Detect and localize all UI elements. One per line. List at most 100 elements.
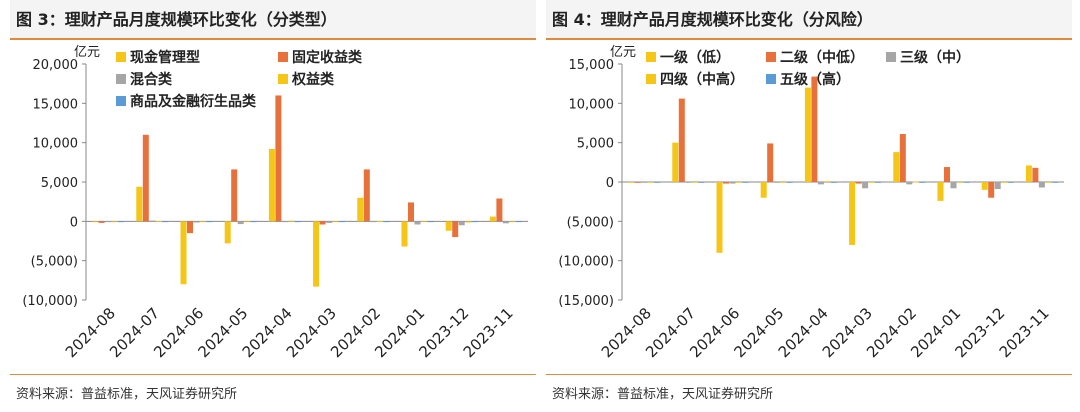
bar (1051, 182, 1058, 183)
bar (401, 221, 408, 247)
bar (868, 182, 875, 183)
y-tick-label: (15,000) (558, 294, 614, 309)
bar (98, 221, 105, 223)
legend-swatch (886, 52, 896, 62)
legend-label: 五级（高） (780, 71, 850, 88)
bar (200, 221, 206, 223)
legend-swatch (766, 52, 776, 62)
legend-label: 三级（中） (900, 49, 970, 66)
bar (471, 221, 478, 223)
bar (824, 181, 831, 183)
legend-swatch (766, 74, 776, 84)
y-tick-label: (10,000) (22, 294, 78, 309)
bar (981, 182, 988, 190)
y-unit-label: 亿元 (610, 45, 636, 60)
bar (937, 182, 944, 201)
bar (723, 182, 729, 184)
legend-label: 一级（低） (660, 49, 730, 66)
legend-swatch (116, 96, 126, 106)
bar (250, 221, 257, 223)
bar (634, 182, 641, 183)
bar (452, 221, 459, 238)
bar (893, 152, 900, 182)
bar-chart-by-type: 亿元 (10,000) (5,000) 0 5,000 10,000 15,000 20,00… (22, 45, 528, 361)
bar (685, 182, 692, 183)
bar (268, 148, 275, 222)
bar (414, 221, 421, 225)
bar (773, 182, 780, 183)
bar (427, 221, 434, 223)
bar (118, 221, 125, 223)
bar (994, 182, 1001, 190)
bar (515, 221, 522, 223)
bar (729, 182, 736, 184)
bar (906, 182, 913, 185)
bar (489, 216, 496, 222)
bar (817, 182, 824, 185)
bar (855, 182, 862, 184)
bar (111, 221, 118, 223)
bar (628, 182, 635, 183)
bar (149, 220, 156, 222)
bar (899, 134, 906, 182)
bar (760, 182, 767, 198)
bar (193, 221, 200, 223)
bar (465, 221, 472, 223)
bar-chart-by-risk: 亿元 (15,000) (10,000) (5,000) 0 5,000 10,000 15,… (558, 45, 1064, 361)
bar (187, 221, 193, 234)
legend-label: 四级（中高） (660, 71, 744, 88)
bar (1032, 167, 1039, 182)
y-tick-label: 15,000 (569, 58, 615, 73)
y-tick-label: 10,000 (33, 137, 79, 152)
bar (767, 143, 774, 182)
bar (180, 221, 187, 285)
legend-label: 权益类 (291, 71, 335, 88)
bar (509, 221, 516, 223)
bar (383, 221, 390, 223)
bar (421, 221, 427, 223)
bar (742, 182, 749, 183)
legend-swatch (278, 52, 288, 62)
bar (862, 182, 869, 189)
bar (332, 221, 339, 223)
bar (786, 182, 793, 183)
bar (875, 182, 882, 183)
bar (811, 76, 818, 182)
y-tick-label: 15,000 (33, 97, 79, 112)
bar (105, 221, 112, 223)
bar (155, 220, 162, 222)
bar (275, 95, 282, 222)
bar (736, 182, 742, 183)
chart-title: 图 3：理财产品月度规模环比变化（分类型） (10, 0, 536, 40)
y-tick-label: 20,000 (33, 58, 79, 73)
bar (445, 221, 452, 231)
source-note: 资料来源：普益标准，天风证券研究所 (10, 374, 536, 402)
bar (162, 221, 169, 223)
y-tick-label: 5,000 (577, 137, 614, 152)
bar (957, 182, 963, 183)
bar (804, 87, 811, 182)
chart-panel-type: 图 3：理财产品月度规模环比变化（分类型） 亿元 (10,000) (5,000) 0… (10, 0, 536, 412)
legend-swatch (646, 74, 656, 84)
bar (944, 167, 950, 182)
bar (408, 202, 414, 222)
bar (206, 221, 213, 223)
bar (691, 182, 698, 183)
chart-title: 图 4：理财产品月度规模环比变化（分风险） (546, 0, 1072, 40)
bar (1007, 182, 1014, 183)
legend-swatch (116, 74, 126, 84)
bar (231, 169, 238, 222)
bar (1001, 182, 1008, 183)
bar (294, 221, 301, 223)
bar (654, 182, 661, 183)
bar (780, 182, 787, 183)
bar (339, 221, 346, 223)
legend-swatch (646, 52, 656, 62)
y-unit-label: 亿元 (74, 45, 100, 60)
y-tick-label: 10,000 (569, 97, 615, 112)
bar (326, 221, 333, 223)
legend-label: 二级（中低） (780, 49, 864, 66)
bar (244, 221, 251, 223)
bar (1038, 182, 1045, 188)
bar (1045, 182, 1052, 183)
